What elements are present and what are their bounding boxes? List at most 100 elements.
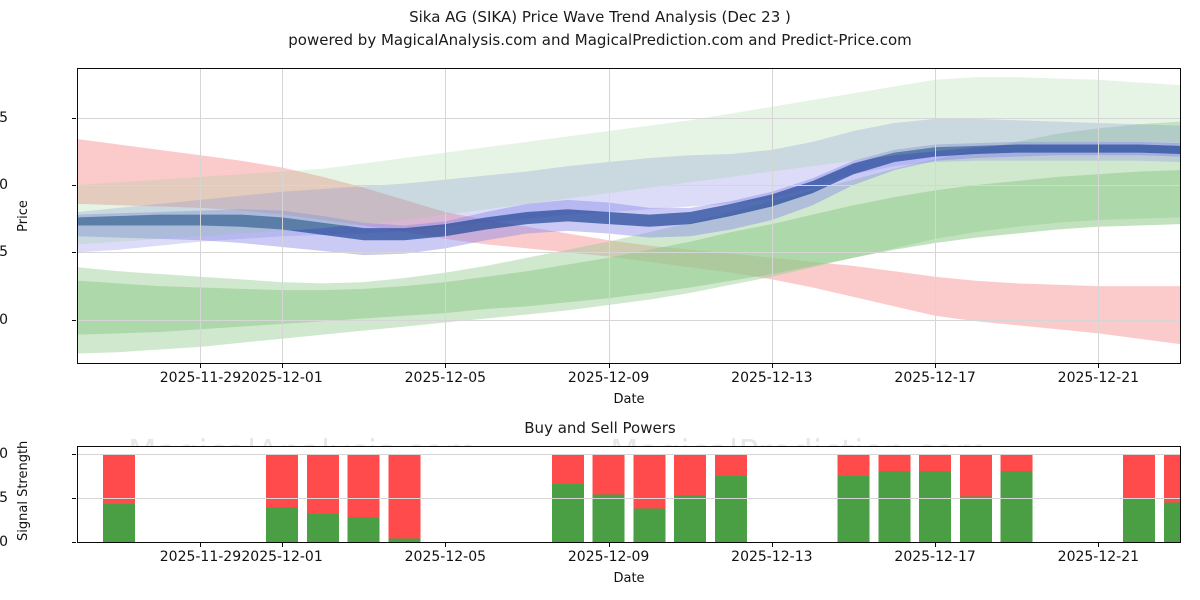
page-subtitle: powered by MagicalAnalysis.com and Magic… — [288, 31, 912, 49]
gridline-v — [282, 69, 284, 363]
buy-power-bar — [1123, 498, 1156, 542]
gridline-v — [608, 69, 610, 363]
sell-power-bar — [306, 454, 339, 514]
tick-mark — [608, 364, 610, 368]
price-x-tick: 2025-12-01 — [241, 370, 323, 386]
buy-power-bar — [592, 494, 625, 542]
sell-power-bar — [633, 454, 666, 509]
sell-power-bar — [715, 454, 748, 477]
tick-mark — [72, 542, 76, 543]
price-band-forecast-band-blue-mid — [78, 141, 1180, 256]
sell-power-bar — [959, 454, 992, 497]
buy-power-bar — [633, 508, 666, 542]
stacked-bar — [715, 454, 748, 542]
sell-power-bar — [1123, 454, 1156, 499]
sell-power-bar — [919, 454, 952, 471]
price-band-support-band-green-inner — [78, 170, 1180, 335]
tick-mark — [282, 364, 284, 368]
price-x-tick: 2025-11-29 — [159, 370, 242, 386]
tick-mark — [72, 184, 76, 186]
gridline-h — [78, 184, 1180, 186]
buy-power-bar — [1164, 502, 1180, 542]
price-y-tick: 160 — [0, 176, 8, 193]
stacked-bar — [878, 454, 911, 542]
signal-y-tick: 0.5 — [0, 490, 8, 507]
buy-power-bar — [878, 470, 911, 542]
sell-power-bar — [878, 454, 911, 471]
stacked-bar — [1000, 454, 1033, 542]
price-y-tick: 165 — [0, 109, 8, 126]
sell-power-bar — [551, 454, 584, 484]
gridline-v — [935, 69, 937, 363]
sell-power-bar — [1000, 454, 1033, 471]
sell-power-bar — [266, 454, 299, 508]
buy-power-bar — [959, 496, 992, 542]
tick-mark — [72, 498, 76, 500]
buy-power-bar — [266, 507, 299, 542]
sell-power-bar — [347, 454, 380, 518]
sell-power-bar — [388, 454, 421, 539]
tick-mark — [445, 543, 447, 547]
gridline-h — [78, 252, 1180, 254]
stacked-bar — [919, 454, 952, 542]
price-x-axis-label: Date — [613, 392, 645, 407]
signal-x-axis-label: Date — [613, 571, 645, 586]
tick-mark — [200, 543, 202, 547]
price-x-tick: 2025-12-05 — [404, 370, 487, 386]
stacked-bar — [551, 454, 584, 542]
stacked-bar — [388, 454, 421, 542]
signal-y-axis-label: Signal Strength — [16, 440, 31, 541]
sell-power-bar — [1164, 454, 1180, 503]
tick-mark — [445, 364, 447, 368]
tick-mark — [72, 454, 76, 456]
buy-power-bar — [388, 538, 421, 542]
stacked-bar — [674, 454, 707, 542]
stacked-bar — [633, 454, 666, 542]
buy-power-bar — [1000, 470, 1033, 542]
tick-mark — [72, 252, 76, 254]
price-band-forecast-core-darkblue — [78, 144, 1180, 241]
buy-power-bar — [837, 476, 870, 542]
signal-chart-title: Buy and Sell Powers — [524, 419, 676, 437]
gridline-h — [78, 498, 1180, 500]
stacked-bar — [837, 454, 870, 542]
stacked-bar — [959, 454, 992, 542]
price-x-tick: 2025-12-09 — [567, 370, 650, 386]
price-y-axis-label: Price — [16, 200, 31, 232]
stacked-bar — [102, 454, 135, 542]
tick-mark — [935, 543, 937, 547]
price-x-tick: 2025-12-17 — [894, 370, 976, 386]
gridline-v — [445, 69, 447, 363]
tick-mark — [282, 543, 284, 547]
sell-power-bar — [837, 454, 870, 477]
buy-power-bar — [306, 513, 339, 542]
tick-mark — [608, 543, 610, 547]
tick-mark — [1098, 364, 1100, 368]
gridline-h — [78, 319, 1180, 321]
tick-mark — [72, 319, 76, 321]
tick-mark — [771, 364, 773, 368]
buy-power-bar — [102, 504, 135, 542]
stacked-bar — [592, 454, 625, 542]
gridline-v — [200, 69, 202, 363]
buy-power-bar — [551, 483, 584, 542]
signal-x-tick: 2025-12-01 — [241, 549, 323, 565]
tick-mark — [771, 543, 773, 547]
sell-power-bar — [102, 454, 135, 505]
buy-power-bar — [919, 470, 952, 542]
price-x-tick: 2025-12-21 — [1057, 370, 1140, 386]
tick-mark — [72, 117, 76, 119]
tick-mark — [935, 364, 937, 368]
stacked-bar — [306, 454, 339, 542]
sell-power-bar — [674, 454, 707, 496]
buy-power-bar — [347, 517, 380, 542]
price-band-resistance-band-red — [78, 139, 1180, 345]
signal-x-tick: 2025-11-29 — [159, 549, 242, 565]
price-band-upper-envelope-lightgreen — [78, 77, 1180, 245]
stacked-bar — [1164, 454, 1180, 542]
stacked-bar — [347, 454, 380, 542]
gridline-h — [78, 454, 1180, 456]
signal-x-tick: 2025-12-05 — [404, 549, 487, 565]
tick-mark — [1098, 543, 1100, 547]
